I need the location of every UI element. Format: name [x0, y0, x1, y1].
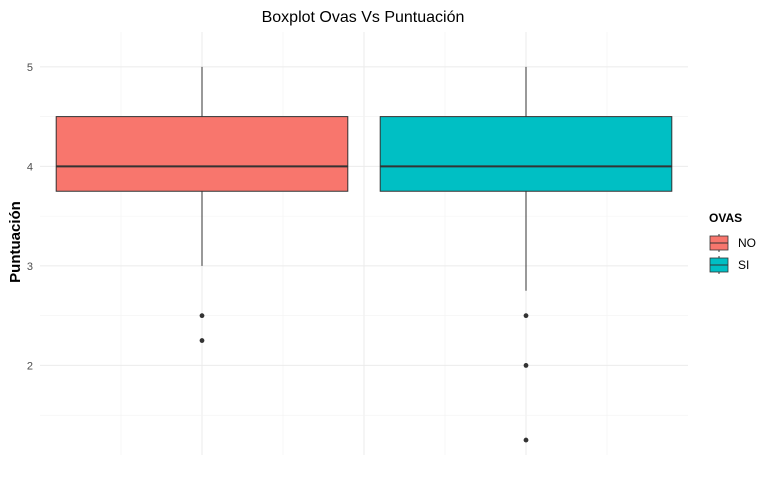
legend-label-no: NO	[738, 236, 756, 250]
y-tick-labels: 2 3 4 5	[27, 62, 33, 373]
y-tick-label: 2	[27, 360, 33, 372]
outlier-point	[199, 313, 205, 319]
box-iqr	[379, 116, 673, 192]
outlier-point	[523, 313, 529, 319]
box-no	[55, 66, 349, 343]
boxes	[55, 66, 673, 443]
y-tick-label: 4	[27, 161, 33, 173]
legend-title: OVAS	[709, 211, 742, 225]
y-tick-label: 5	[27, 62, 33, 74]
y-axis-label: Puntuación	[7, 201, 24, 283]
outlier-point	[523, 363, 529, 368]
outlier-point	[523, 437, 529, 443]
legend: OVAS NO SI	[709, 211, 756, 274]
y-tick-label: 3	[27, 261, 33, 273]
grid	[40, 32, 688, 455]
outlier-point	[199, 338, 205, 343]
box-iqr	[55, 116, 349, 192]
chart-title: Boxplot Ovas Vs Puntuación	[262, 9, 465, 26]
legend-label-si: SI	[738, 258, 749, 272]
box-si	[379, 66, 673, 443]
